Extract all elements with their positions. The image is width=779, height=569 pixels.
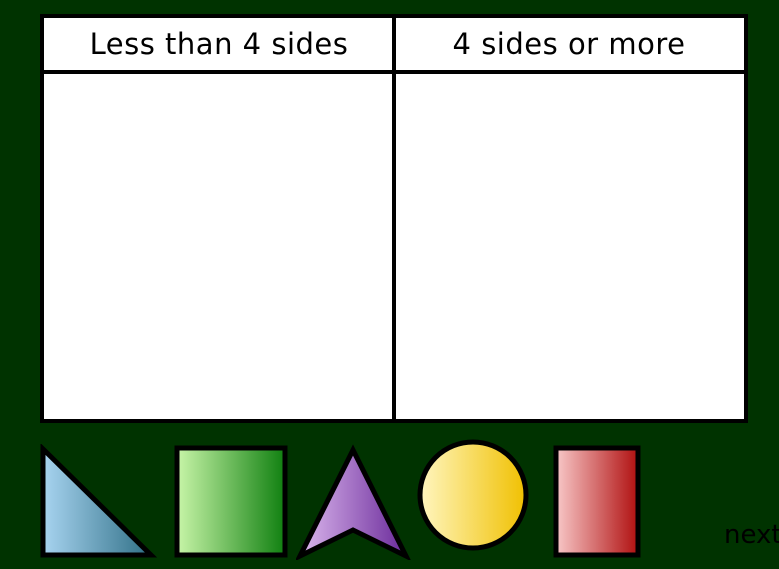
arrowhead-icon[interactable] — [296, 444, 412, 560]
right-triangle-icon[interactable] — [38, 444, 158, 560]
drop-zone-less-than-4-sides[interactable] — [44, 74, 392, 419]
column-divider — [392, 18, 396, 419]
column-header-4-sides-or-more: 4 sides or more — [452, 27, 686, 61]
square-icon[interactable] — [172, 444, 290, 560]
circle-icon[interactable] — [416, 438, 532, 554]
next-button[interactable]: next — [724, 520, 779, 550]
drop-zone-4-sides-or-more[interactable] — [396, 74, 744, 419]
sorting-table: Less than 4 sides 4 sides or more — [40, 14, 748, 423]
rectangle-icon[interactable] — [551, 444, 643, 560]
column-header-less-than-4-sides: Less than 4 sides — [89, 27, 349, 61]
